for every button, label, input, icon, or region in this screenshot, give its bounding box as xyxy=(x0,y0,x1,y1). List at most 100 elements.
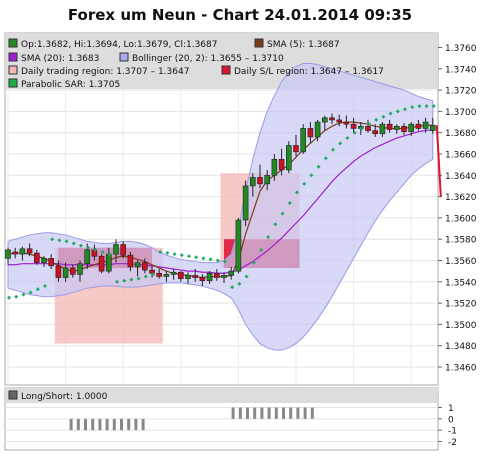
long-short-bars xyxy=(69,407,314,431)
psar-dot xyxy=(7,295,11,300)
candle-body xyxy=(271,159,278,176)
candle-body xyxy=(134,262,141,268)
psar-dot xyxy=(323,156,328,161)
psar-dot xyxy=(136,276,141,281)
lower-y-tick-label: -2 xyxy=(448,438,457,448)
candle-body xyxy=(365,126,371,131)
psar-dot xyxy=(410,105,415,110)
legend-ohlc-label: Op:1.3682, Hi:1.3694, Lo:1.3679, Cl:1.36… xyxy=(21,40,217,50)
psar-dot xyxy=(230,285,235,290)
candle-body xyxy=(329,117,335,121)
psar-dot xyxy=(359,126,364,131)
psar-dot xyxy=(345,136,350,141)
candle-body xyxy=(33,252,40,263)
candle-body xyxy=(307,128,314,138)
candle-body xyxy=(321,117,328,123)
long-bar xyxy=(282,407,285,419)
lower-y-tick-label: 0 xyxy=(448,415,454,425)
long-bar xyxy=(296,407,300,419)
y-tick-label: 1.3460 xyxy=(445,364,477,374)
legend-swatch-long-short xyxy=(8,390,18,400)
y-tick-label: 1.3700 xyxy=(445,108,477,118)
short-bar xyxy=(105,418,109,431)
short-bar xyxy=(98,418,102,431)
candle-body xyxy=(19,248,26,255)
psar-dot xyxy=(309,173,314,178)
legend-sma20: SMA (20): 1.3683 xyxy=(8,52,99,64)
candle-body xyxy=(408,123,415,132)
candle-body xyxy=(98,255,105,272)
y-tick-label: 1.3640 xyxy=(445,172,477,182)
psar-dot xyxy=(143,274,148,279)
psar-dot xyxy=(201,256,206,261)
legend-psar-label: Parabolic SAR: 1.3705 xyxy=(21,80,120,90)
legend-trading-region-label: Daily trading region: 1.3707 – 1.3647 xyxy=(21,67,189,77)
short-bar xyxy=(141,418,145,431)
candle-body xyxy=(41,258,47,263)
psar-dot xyxy=(374,117,379,122)
y-tick-label: 1.3620 xyxy=(445,193,477,203)
long-bar xyxy=(246,407,249,419)
psar-dot xyxy=(179,253,184,258)
psar-dot xyxy=(122,278,127,283)
psar-dot xyxy=(50,237,55,242)
psar-dot xyxy=(251,260,256,265)
parabolic-sar xyxy=(7,104,436,300)
psar-dot xyxy=(21,292,26,297)
psar-dot xyxy=(107,252,112,257)
legend-psar: Parabolic SAR: 1.3705 xyxy=(8,78,120,90)
psar-dot xyxy=(417,104,422,109)
y-tick-label: 1.3480 xyxy=(445,342,477,352)
psar-dot xyxy=(424,104,429,109)
candle-body xyxy=(314,121,321,138)
short-bar xyxy=(120,418,123,431)
candle-body xyxy=(350,123,357,129)
psar-dot xyxy=(316,164,321,169)
candle-body xyxy=(70,267,76,275)
legend-sl-region: Daily S/L region: 1.3647 – 1.3617 xyxy=(221,65,384,77)
psar-dot xyxy=(215,258,220,263)
y-tick-label: 1.3560 xyxy=(445,257,477,267)
legend-long-short-label: Long/Short: 1.0000 xyxy=(21,392,108,402)
candle-body xyxy=(401,126,407,132)
candle-body xyxy=(120,244,126,256)
psar-dot xyxy=(295,190,299,195)
candle-body xyxy=(142,262,148,271)
candle-body xyxy=(5,249,11,259)
y-tick-label: 1.3720 xyxy=(445,87,477,97)
legend-bollinger-label: Bollinger (20, 2): 1.3655 – 1.3710 xyxy=(132,54,284,64)
candle-body xyxy=(55,265,62,278)
last-drop-line xyxy=(435,125,442,197)
candle-body xyxy=(293,145,299,153)
short-bar xyxy=(127,418,131,431)
short-bar xyxy=(84,418,87,431)
psar-dot xyxy=(28,290,33,295)
candle-body xyxy=(156,272,162,277)
candle-body xyxy=(221,275,227,278)
candle-body xyxy=(170,271,177,275)
psar-dot xyxy=(194,255,199,260)
chart-title: Forex um Neun - Chart 24.01.2014 09:35 xyxy=(67,6,413,24)
candle-body xyxy=(257,177,263,185)
candle-body xyxy=(343,121,350,125)
long-bar xyxy=(274,407,278,419)
psar-dot xyxy=(352,130,357,135)
psar-dot xyxy=(57,238,62,243)
long-bar xyxy=(303,407,307,419)
long-bar xyxy=(289,407,293,419)
candle-body xyxy=(250,177,256,187)
legend-swatch-psar xyxy=(8,78,18,88)
psar-dot xyxy=(244,274,249,279)
long-bar xyxy=(310,407,314,419)
psar-dot xyxy=(86,245,91,250)
psar-dot xyxy=(395,109,400,114)
psar-dot xyxy=(431,104,436,109)
y-tick-label: 1.3580 xyxy=(445,236,477,246)
candle-body xyxy=(300,128,307,153)
y-tick-label: 1.3520 xyxy=(445,300,477,310)
candle-body xyxy=(62,267,69,278)
candle-body xyxy=(386,123,393,130)
psar-dot xyxy=(158,249,163,254)
lower-legend-box xyxy=(5,388,438,403)
